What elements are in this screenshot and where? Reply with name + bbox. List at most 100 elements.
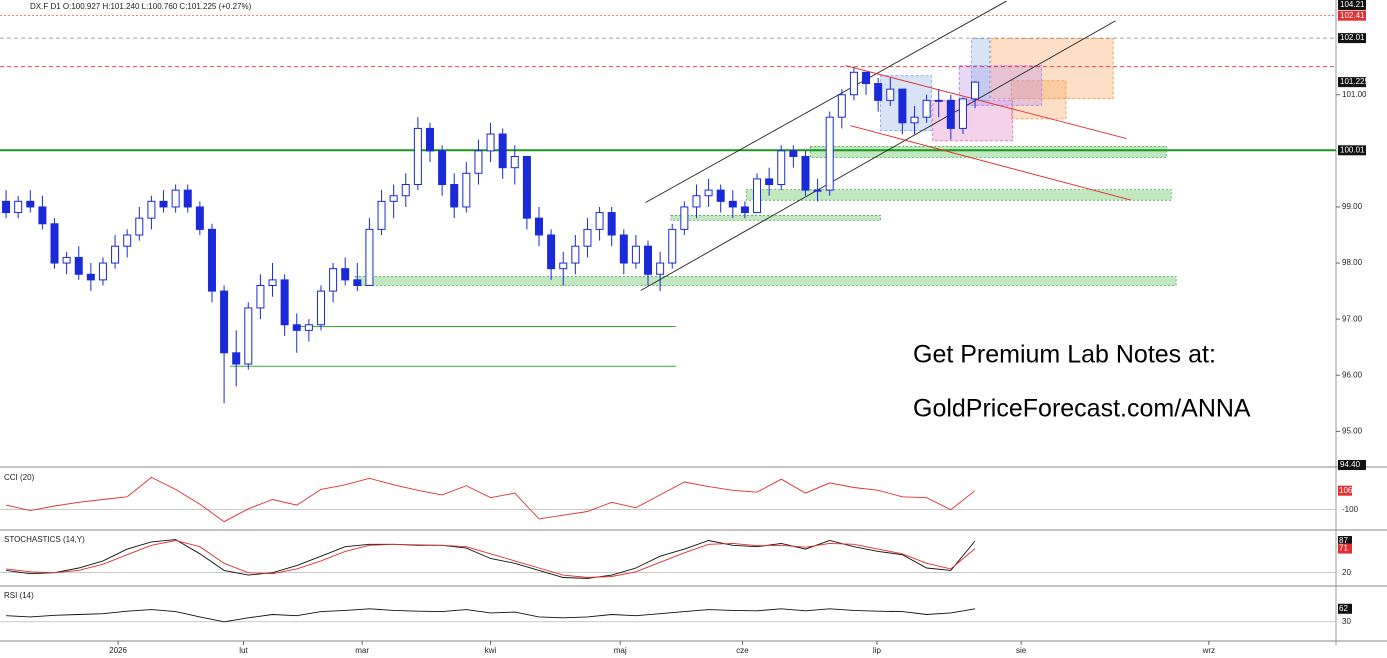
annotation: Get Premium Lab Notes at:: [913, 341, 1216, 369]
price-badge-label: 102.41: [1340, 11, 1365, 20]
value-badge-label: 71: [1339, 544, 1348, 553]
candle-body: [571, 245, 580, 264]
candle-body: [135, 217, 144, 236]
candle-body: [740, 206, 749, 214]
candle-body: [26, 200, 35, 208]
y-tick-label: 99.00: [1342, 202, 1363, 211]
candle-body: [862, 71, 871, 85]
support-zone: [670, 215, 881, 221]
support-zone: [745, 189, 1172, 201]
projection-box: [932, 99, 1014, 142]
candle-body: [425, 127, 434, 152]
y-tick-label: 30: [1342, 617, 1351, 626]
candle-body: [789, 150, 798, 157]
candle-body: [220, 290, 229, 354]
candle-body: [14, 200, 23, 214]
candle-body: [292, 324, 301, 331]
x-tick-label: wrz: [1202, 646, 1215, 655]
annotation: GoldPriceForecast.com/ANNA: [913, 395, 1251, 423]
candle-body: [438, 150, 447, 186]
indicator-line: [6, 476, 976, 523]
candle-body: [510, 155, 519, 169]
candle-body: [728, 200, 737, 208]
panel-title: CCI (20): [4, 473, 35, 482]
price-badge: [1338, 10, 1366, 21]
price-badge: [1338, 77, 1366, 88]
candle-body: [971, 81, 980, 100]
y-tick-label: 95.00: [1342, 426, 1363, 435]
x-tick-label: sie: [1016, 646, 1027, 655]
candle-body: [353, 279, 362, 286]
candle-body: [195, 206, 204, 230]
candle-body: [183, 189, 192, 208]
value-badge: [1338, 543, 1352, 554]
candle-body: [304, 324, 313, 331]
candle-body: [595, 212, 604, 230]
candle-body: [825, 116, 834, 191]
panel-title: RSI (14): [4, 591, 34, 600]
candle-body: [111, 245, 120, 264]
x-tick-label: lip: [873, 646, 882, 655]
price-badge-label: 102.01: [1340, 33, 1365, 42]
candle-body: [268, 279, 277, 286]
candle-body: [329, 268, 338, 292]
x-tick-label: lut: [239, 646, 248, 655]
x-tick-label: cze: [736, 646, 749, 655]
y-tick-label: 97.00: [1342, 314, 1363, 323]
candle-body: [2, 200, 11, 214]
trend-line: [845, 65, 1127, 139]
candle-body: [801, 155, 810, 191]
candle-body: [74, 256, 83, 275]
candle-body: [886, 88, 895, 101]
price-badge: [1338, 0, 1366, 10]
support-zone: [809, 146, 1167, 158]
candle-body: [535, 217, 544, 236]
candle-body: [631, 245, 640, 264]
candle-body: [62, 256, 71, 264]
candle-body: [946, 99, 955, 129]
indicator-line: [6, 540, 976, 578]
price-badge-label: 101.225: [1340, 77, 1369, 86]
value-badge: [1338, 603, 1352, 614]
candle-body: [50, 223, 59, 264]
candle-body: [547, 234, 556, 270]
candle-body: [813, 189, 822, 192]
candle-body: [98, 262, 107, 281]
candle-body: [922, 99, 931, 118]
candle-body: [450, 184, 459, 208]
y-tick-label: 98.00: [1342, 258, 1363, 267]
price-panel: [0, 0, 1336, 404]
trend-line: [640, 20, 1116, 291]
candle-body: [123, 234, 132, 247]
candle-body: [147, 200, 156, 219]
trend-line: [645, 0, 1007, 203]
candle-body: [849, 71, 858, 96]
candle-body: [232, 352, 241, 365]
x-tick-label: mar: [355, 646, 369, 655]
candle-body: [753, 178, 762, 214]
candle-body: [365, 228, 374, 286]
panel-title: STOCHASTICS (14,Y): [4, 535, 85, 544]
value-badge-label: 106: [1339, 486, 1353, 495]
candle-body: [910, 116, 919, 124]
candle-body: [716, 189, 725, 202]
price-badge: [1338, 145, 1366, 156]
y-tick-label: 96.00: [1342, 370, 1363, 379]
x-tick-label: 2026: [109, 646, 127, 655]
candle-body: [777, 150, 786, 186]
value-badge: [1338, 485, 1352, 496]
price-badge: [1338, 460, 1366, 470]
candle-body: [607, 212, 616, 236]
candle-body: [341, 268, 350, 281]
candle-body: [244, 307, 253, 365]
candle-body: [522, 155, 531, 219]
candle-body: [38, 206, 47, 225]
candle-body: [680, 206, 689, 230]
y-tick-label: -100: [1342, 505, 1359, 514]
candle-body: [498, 133, 507, 169]
candle-body: [377, 200, 386, 230]
price-badge-label: 100.01: [1340, 145, 1365, 154]
candle-body: [656, 262, 665, 275]
